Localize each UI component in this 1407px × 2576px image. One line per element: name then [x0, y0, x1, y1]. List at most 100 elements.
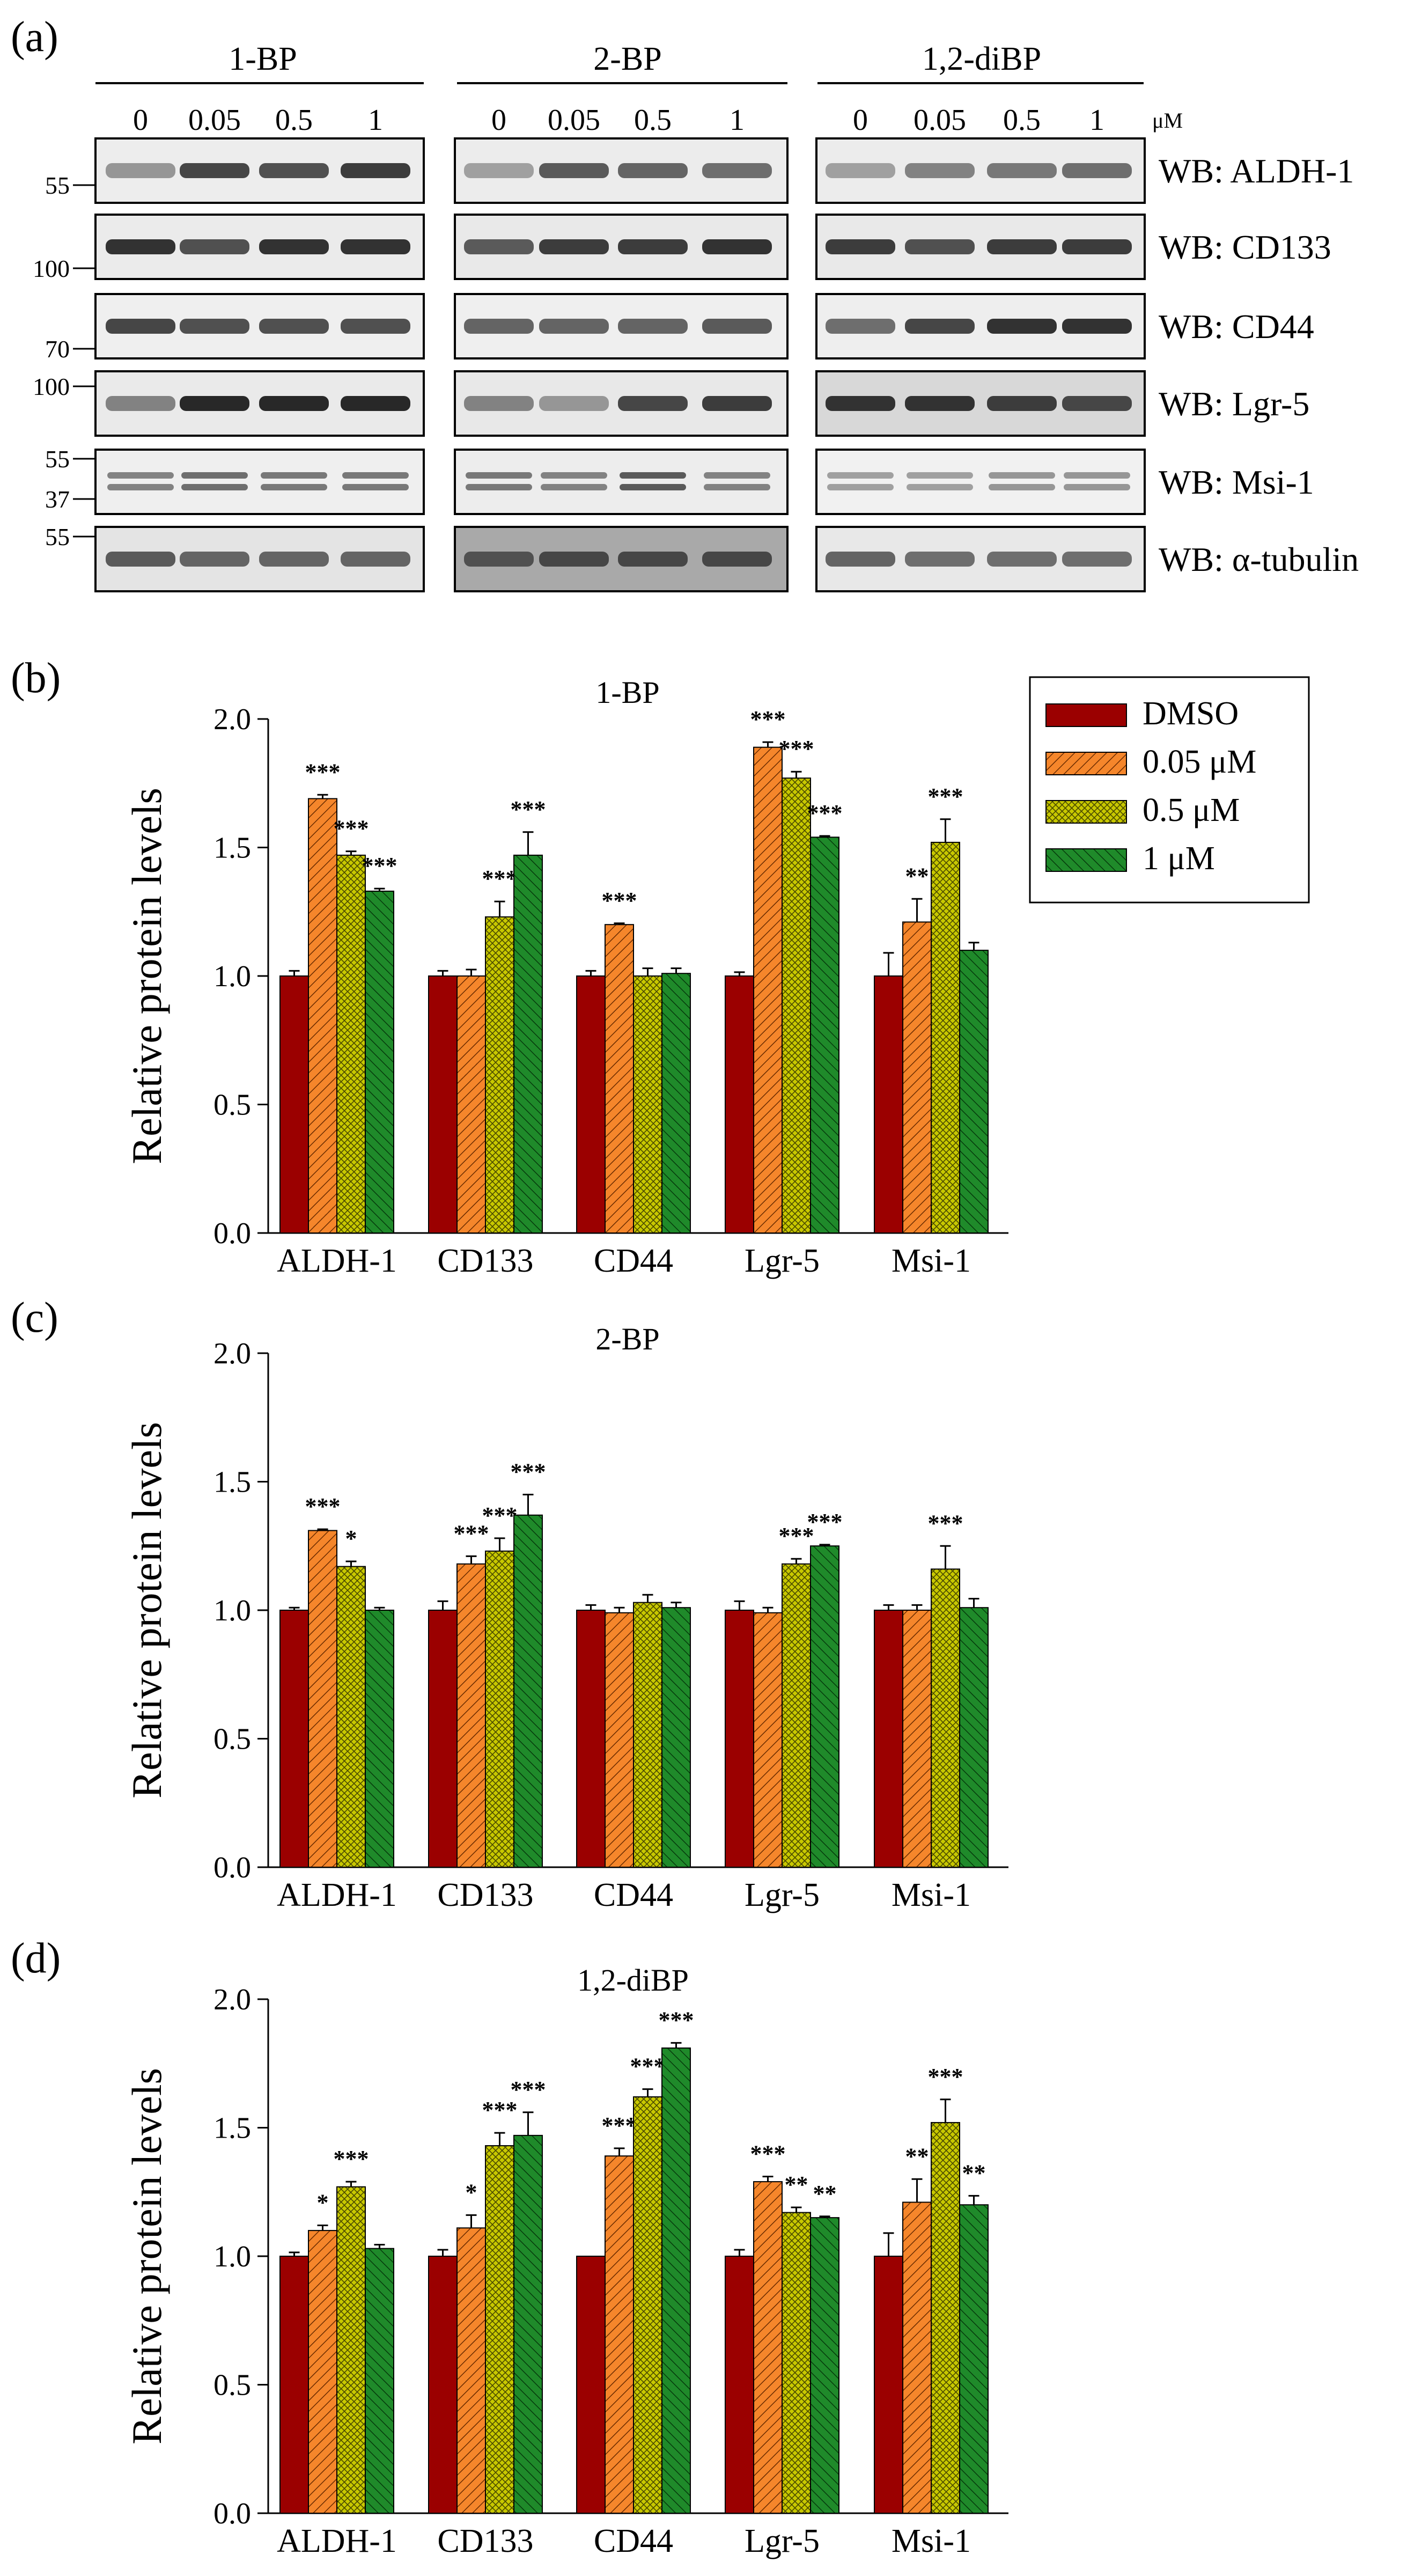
concentration-label: 0.5: [634, 104, 672, 137]
bar: [902, 2201, 932, 2514]
x-category-label: ALDH-1: [277, 1877, 397, 1913]
blot-band: [987, 319, 1057, 334]
blot-band: [905, 552, 975, 567]
mw-marker: 55: [45, 445, 70, 473]
blot-membrane: [94, 449, 425, 515]
bar: [874, 1610, 903, 1868]
y-tick-label: 1.5: [213, 1466, 251, 1499]
bar-chart-12dibp: (d) 1,2-diBP Relative protein levels 0.0 0.5…: [11, 1935, 1008, 2559]
blot-row-label: WB: CD44: [1159, 307, 1314, 346]
bar: [959, 1607, 989, 1868]
significance-label: ***: [807, 1509, 843, 1535]
significance-label: ***: [454, 1520, 489, 1546]
bar: [633, 2096, 662, 2514]
blot-band: [1064, 472, 1130, 479]
blot-band: [826, 319, 895, 334]
blot-band: [341, 319, 410, 334]
bar: [874, 975, 903, 1234]
bar: [308, 1530, 337, 1868]
blot-row-label: WB: Msi-1: [1159, 463, 1314, 501]
significance-label: ***: [362, 853, 397, 879]
significance-label: ***: [928, 783, 963, 810]
significance-label: ***: [482, 1502, 518, 1529]
blot-row-label: WB: Lgr-5: [1159, 385, 1309, 423]
blot-band: [466, 472, 532, 479]
bar: [428, 975, 458, 1234]
blot-band: [987, 239, 1057, 254]
panel-label: (b): [11, 655, 61, 702]
blot-band: [987, 163, 1057, 178]
bar: [308, 2230, 337, 2514]
y-tick-label: 0.5: [213, 1723, 251, 1756]
blot-band: [1062, 163, 1132, 178]
significance-label: **: [813, 2181, 837, 2207]
blot-row: WB: ALDH-1 55: [45, 137, 1354, 204]
x-category-label: Lgr-5: [745, 1243, 820, 1279]
blot-band: [620, 484, 686, 490]
x-category-label: CD133: [437, 1877, 533, 1913]
blot-band: [464, 319, 534, 334]
bar: [782, 777, 811, 1234]
blot-band: [702, 396, 772, 411]
bar-chart-2bp: (c) 2-BP Relative protein levels 0.0 0.5 1.0 1…: [11, 1294, 1008, 1913]
bar: [725, 2256, 754, 2514]
legend-swatch-005: [1045, 752, 1127, 775]
blot-band: [180, 396, 249, 411]
legend-swatch-1: [1045, 848, 1127, 872]
significance-label: ***: [779, 736, 814, 762]
x-category-label: CD44: [594, 1877, 673, 1913]
bar: [513, 2134, 543, 2514]
blot-rows: WB: ALDH-1 55 WB: CD133 100 WB: CD44 70 WB: Lg…: [33, 137, 1359, 592]
bar: [725, 1610, 754, 1868]
blot-band: [618, 163, 688, 178]
significance-label: ***: [305, 759, 341, 785]
bar: [902, 1610, 932, 1868]
mw-marker: 55: [45, 172, 70, 199]
significance-label: **: [905, 863, 929, 889]
blot-band: [905, 163, 975, 178]
concentration-label: 0: [853, 104, 868, 137]
blot-band: [905, 319, 975, 334]
blot-band: [539, 163, 609, 178]
blot-band: [261, 472, 327, 479]
blot-band: [618, 396, 688, 411]
bar: [576, 1610, 606, 1868]
legend-label: 0.05 μM: [1143, 744, 1256, 780]
bar: [810, 1545, 839, 1868]
x-category-label: ALDH-1: [277, 2523, 397, 2559]
significance-label: **: [962, 2160, 986, 2186]
concentration-label: 0.5: [275, 104, 313, 137]
blot-band: [618, 319, 688, 334]
blot-band: [106, 552, 175, 567]
bar: [576, 2256, 606, 2514]
blot-band: [107, 472, 174, 479]
bar: [336, 854, 366, 1234]
y-tick-label: 0.0: [213, 1217, 251, 1250]
significance-label: *: [345, 1525, 357, 1552]
blot-band: [702, 552, 772, 567]
bar: [661, 2047, 691, 2514]
bar: [485, 2145, 514, 2514]
mw-marker: 37: [45, 486, 70, 513]
legend-label: 0.5 μM: [1143, 792, 1240, 828]
bar: [605, 2155, 634, 2514]
blot-band: [341, 396, 410, 411]
bar: [576, 975, 606, 1234]
blot-band: [259, 163, 329, 178]
bar: [874, 2256, 903, 2514]
blot-band: [702, 319, 772, 334]
blot-band: [180, 163, 249, 178]
y-tick-label: 1.0: [213, 960, 251, 993]
chart-title: 1-BP: [595, 675, 659, 710]
blot-band: [618, 239, 688, 254]
bar-chart-1bp: (b) 1-BP Relative protein levels 0.0 0.5 1.0 1…: [11, 655, 1008, 1279]
x-category-label: Lgr-5: [745, 1877, 820, 1913]
blot-band: [181, 472, 248, 479]
bar: [902, 921, 932, 1234]
concentration-label: 0.5: [1003, 104, 1041, 137]
blot-band: [106, 239, 175, 254]
mw-marker: 100: [33, 255, 70, 282]
blot-band: [826, 163, 895, 178]
blot-band: [106, 319, 175, 334]
blot-band: [259, 319, 329, 334]
